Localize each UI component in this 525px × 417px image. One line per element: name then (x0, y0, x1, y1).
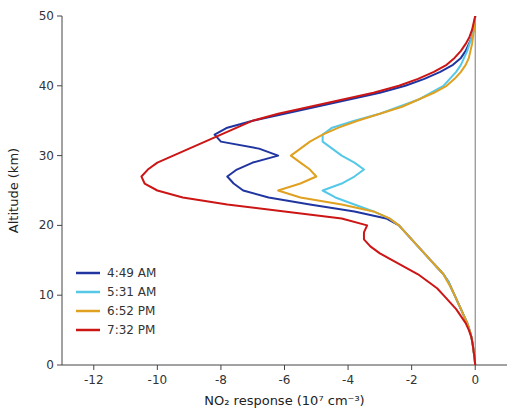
legend-swatch (76, 329, 100, 332)
x-tick (93, 365, 94, 370)
x-tick (157, 365, 158, 370)
y-axis-line (62, 16, 63, 365)
legend-swatch (76, 310, 100, 313)
legend-swatch (76, 291, 100, 294)
legend-label: 7:32 PM (107, 323, 155, 337)
x-tick-label: -8 (215, 373, 227, 387)
x-tick-label: -4 (342, 373, 354, 387)
x-tick (411, 365, 412, 370)
y-tick-label: 50 (39, 9, 54, 23)
legend-swatch (76, 272, 100, 275)
y-tick-label: 0 (46, 358, 54, 372)
x-axis-label: NO₂ response (10⁷ cm⁻³) (204, 393, 364, 408)
y-tick (57, 85, 62, 86)
x-tick-label: -6 (279, 373, 291, 387)
y-tick (57, 225, 62, 226)
y-tick-label: 10 (39, 288, 54, 302)
y-tick (57, 295, 62, 296)
legend: 4:49 AM 5:31 AM 6:52 PM 7:32 PM (76, 266, 156, 337)
x-tick-label: -10 (148, 373, 168, 387)
y-tick (57, 155, 62, 156)
y-tick-label: 20 (39, 218, 54, 232)
series-line (215, 16, 476, 365)
x-tick (284, 365, 285, 370)
y-tick-label: 30 (39, 149, 54, 163)
y-tick (57, 365, 62, 366)
chart: -12 -10 -8 -6 -4 -2 0 0 10 20 30 40 50 NO₂ response (… (0, 0, 525, 417)
legend-label: 4:49 AM (107, 266, 156, 280)
plot-area (141, 16, 475, 365)
reference-line (475, 16, 476, 365)
x-tick-label: -12 (84, 373, 104, 387)
x-tick (348, 365, 349, 370)
x-tick-label: -2 (406, 373, 418, 387)
y-axis-label: Altitude (km) (6, 148, 21, 233)
legend-label: 6:52 PM (107, 304, 155, 318)
y-tick-label: 40 (39, 79, 54, 93)
x-tick (475, 365, 476, 370)
series-line (323, 16, 476, 365)
series-line (278, 16, 475, 365)
x-tick-label: 0 (471, 373, 479, 387)
legend-label: 5:31 AM (107, 285, 156, 299)
series-line (141, 16, 475, 365)
y-tick (57, 16, 62, 17)
x-tick (220, 365, 221, 370)
